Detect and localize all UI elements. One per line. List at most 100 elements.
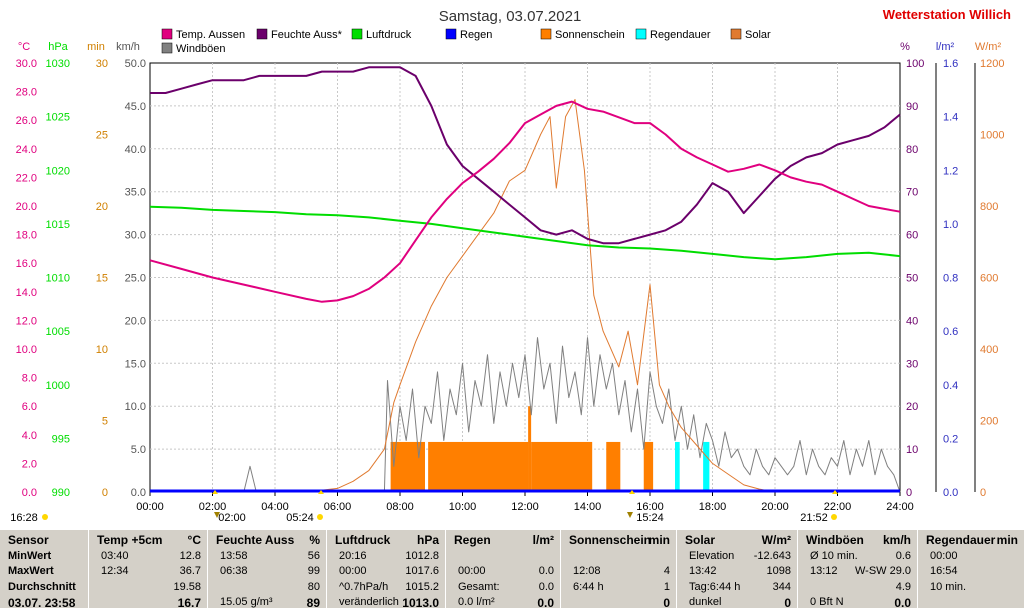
legend-swatch: [635, 28, 647, 40]
stats-time: 0.0 l/m²: [458, 596, 495, 608]
sunset-icon: [831, 514, 837, 520]
stats-value: 0.6: [895, 550, 911, 562]
stats-value: 80: [307, 581, 320, 593]
axis-tick-press: 990: [52, 487, 70, 499]
axis-tick-press: 995: [52, 433, 70, 445]
column-header: Temp +5cm: [97, 533, 163, 547]
x-tick-label: 22:00: [824, 501, 852, 513]
legend-swatch: [256, 28, 268, 40]
sunset-time: 21:52: [800, 512, 828, 524]
stats-value: 344: [772, 581, 791, 593]
column-unit: l/m²: [532, 533, 554, 547]
stats-column: Windböen km/h Ø 10 min. 0.6 13:12 W-SW 29.0 4.…: [797, 530, 917, 610]
axis-tick-temp: 12.0: [16, 315, 37, 327]
axis-tick-hum: 70: [906, 187, 918, 199]
stats-time: Tag:6:44 h: [689, 581, 741, 593]
axis-unit-min: min: [87, 41, 105, 53]
moon-icon: [42, 514, 48, 520]
axis-tick-solar: 1000: [980, 130, 1004, 142]
stats-value: 1013.0: [402, 596, 439, 610]
stats-value: W-SW 29.0: [854, 565, 911, 577]
stats-time: 00:00: [930, 550, 958, 562]
series-line-windb-en: [150, 337, 901, 493]
axis-tick-press: 1000: [46, 380, 70, 392]
stats-value: 0: [784, 596, 791, 610]
x-tick-label: 04:00: [261, 501, 289, 513]
axis-tick-press: 1030: [46, 58, 70, 70]
legend-swatch: [161, 28, 173, 40]
axis-tick-min: 0: [102, 487, 108, 499]
axis-tick-hum: 100: [906, 58, 924, 70]
axis-tick-wind: 35.0: [125, 187, 146, 199]
axis-tick-solar: 1200: [980, 58, 1004, 70]
stats-panel: Sensor MinWert MaxWert Durchschnitt 03.0…: [0, 530, 1024, 610]
axis-tick-min: 20: [96, 201, 108, 213]
axis-tick-solar: 200: [980, 416, 998, 428]
legend-swatch: [445, 28, 457, 40]
stats-value: 0.0: [538, 565, 554, 577]
x-tick-label: 00:00: [136, 501, 164, 513]
x-tick-label: 06:00: [324, 501, 352, 513]
sunrise-icon: [317, 514, 323, 520]
raindur-bar: [675, 441, 680, 492]
stats-value: 16.7: [177, 596, 201, 610]
axis-tick-wind: 30.0: [125, 230, 146, 242]
axis-unit-solar: W/m²: [975, 41, 1002, 53]
axis-unit-hum: %: [900, 41, 910, 53]
axis-tick-temp: 8.0: [22, 373, 37, 385]
column-header: Sonnenschein: [569, 533, 652, 547]
column-header: Feuchte Auss: [216, 533, 295, 547]
axis-tick-temp: 10.0: [16, 344, 37, 356]
stats-value: 1012.8: [405, 550, 439, 562]
legend-label: Windböen: [176, 43, 226, 55]
axis-tick-temp: 4.0: [22, 430, 37, 442]
legend-label: Regen: [460, 29, 492, 41]
stats-value: -12.643: [753, 550, 791, 562]
axis-tick-temp: 6.0: [22, 401, 37, 413]
stats-time: 00:00: [339, 565, 367, 577]
legend-swatch: [540, 28, 552, 40]
column-unit: hPa: [416, 533, 439, 547]
stats-value: 0: [663, 596, 670, 610]
stats-value: 36.7: [179, 565, 201, 577]
x-tick-label: 12:00: [511, 501, 539, 513]
stats-time: 20:16: [339, 550, 367, 562]
axis-tick-min: 10: [96, 344, 108, 356]
column-unit: °C: [187, 533, 201, 547]
stats-time: 13:12: [810, 565, 838, 577]
legend-label: Regendauer: [650, 29, 711, 41]
label-sensor: Sensor: [8, 533, 49, 547]
axis-tick-wind: 45.0: [125, 101, 146, 113]
sunshine-bar: [528, 406, 532, 492]
stats-value: 4.9: [895, 581, 911, 593]
column-unit: W/m²: [761, 533, 791, 547]
series-line-luftdruck: [149, 205, 901, 261]
station-name: Wetterstation Willich: [883, 7, 1011, 22]
column-unit: min: [996, 533, 1018, 547]
stats-column: Regen l/m² 00:00 0.0 Gesamt: 0.0 0.0 l/m² 0.0: [445, 530, 560, 610]
axis-tick-press: 1005: [46, 326, 70, 338]
column-header: Windböen: [806, 533, 864, 547]
axis-tick-temp: 26.0: [16, 115, 37, 127]
stats-time: 6:44 h: [573, 581, 604, 593]
axis-tick-min: 5: [102, 416, 108, 428]
legend-label: Sonnenschein: [555, 29, 625, 41]
axis-unit-rain: l/m²: [936, 41, 955, 53]
axis-tick-rain: 1.0: [943, 219, 958, 231]
axis-tick-hum: 50: [906, 273, 918, 285]
stats-time: dunkel: [689, 596, 722, 608]
stats-column: Regendauer min 00:00 16:54 10 min.: [917, 530, 1024, 608]
moonset-time: 16:28: [10, 512, 38, 524]
stats-time: 13:58: [220, 550, 248, 562]
stats-time: 03:40: [101, 550, 129, 562]
axis-tick-temp: 18.0: [16, 230, 37, 242]
axis-tick-solar: 0: [980, 487, 986, 499]
axis-tick-min: 30: [96, 58, 108, 70]
stats-value: 1: [663, 581, 670, 593]
stats-time: 15.05 g/m³: [220, 596, 273, 608]
stats-time: Gesamt:: [458, 581, 500, 593]
sunshine-bar: [606, 441, 621, 492]
axis-tick-rain: 0.4: [943, 380, 958, 392]
axis-tick-min: 25: [96, 130, 108, 142]
axis-tick-hum: 30: [906, 358, 918, 370]
